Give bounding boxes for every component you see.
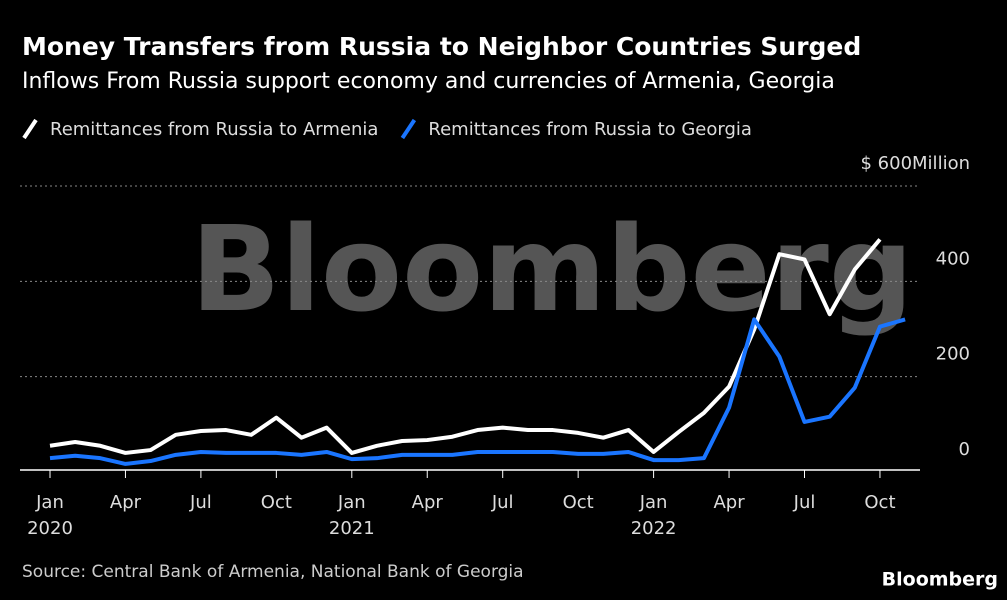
y-tick-label: 200 (936, 344, 970, 365)
x-tick-label: Oct (864, 492, 895, 513)
x-tick-label: Oct (261, 492, 292, 513)
legend-swatch (400, 118, 417, 140)
x-tick-label: Apr (110, 492, 142, 513)
chart-subtitle: Inflows From Russia support economy and … (22, 69, 835, 94)
x-tick-label: Jul (491, 492, 514, 513)
x-tick-label: Jul (793, 492, 816, 513)
x-tick-label: Apr (713, 492, 745, 513)
x-tick-label: Jan (35, 492, 64, 513)
x-tick-label: Jan (639, 492, 668, 513)
series-line (49, 317, 906, 466)
x-tick-label: Oct (563, 492, 594, 513)
x-tick-year: 2022 (631, 518, 677, 539)
x-tick-label: Jul (189, 492, 212, 513)
x-tick-label: Apr (412, 492, 444, 513)
y-tick-label: 400 (936, 248, 970, 269)
y-tick-label: $ 600Million (861, 153, 971, 174)
x-tick-year: 2021 (329, 518, 375, 539)
source: Source: Central Bank of Armenia, Nationa… (22, 562, 524, 582)
legend-label: Remittances from Russia to Armenia (50, 119, 378, 140)
watermark: Bloomberg (191, 200, 914, 338)
logo: Bloomberg (882, 569, 998, 591)
x-tick-year: 2020 (27, 518, 73, 539)
legend-label: Remittances from Russia to Georgia (428, 119, 752, 140)
legend-swatch (22, 118, 38, 140)
chart-title: Money Transfers from Russia to Neighbor … (22, 32, 861, 61)
y-tick-label: 0 (959, 439, 970, 460)
x-tick-label: Jan (337, 492, 366, 513)
